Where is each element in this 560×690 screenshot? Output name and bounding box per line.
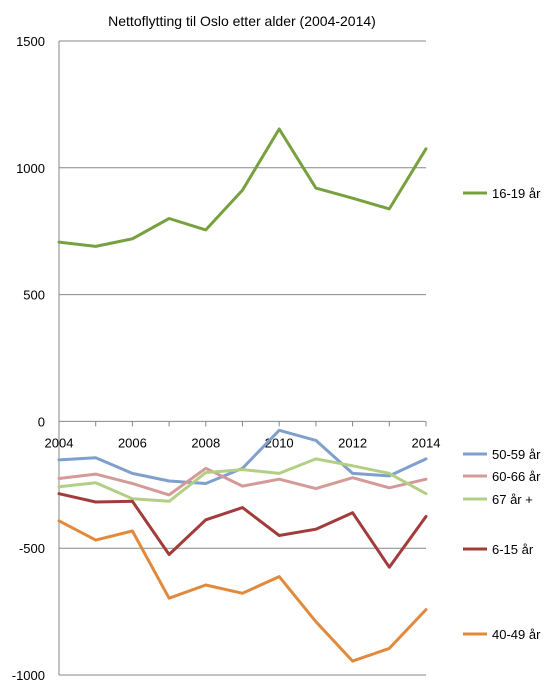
legend-label: 6-15 år — [492, 542, 534, 557]
legend-label: 67 år + — [492, 492, 533, 507]
y-tick-label: 1000 — [16, 161, 45, 176]
y-tick-label: 1500 — [16, 34, 45, 49]
series-line — [57, 519, 428, 663]
legend-label: 50-59 år — [492, 447, 541, 462]
y-tick-label: 0 — [38, 414, 45, 429]
legend: 16-19 år 50-59 år 60-66 år 67 år + 6-15 år 40… — [463, 186, 541, 642]
series-line — [57, 127, 428, 248]
x-tick-label: 2014 — [412, 435, 441, 450]
y-tick-label: -1000 — [12, 668, 45, 683]
series-lines — [57, 127, 428, 663]
legend-label: 40-49 år — [492, 627, 541, 642]
gridlines — [59, 40, 426, 676]
legend-label: 60-66 år — [492, 469, 541, 484]
series-line — [57, 466, 428, 497]
series-line — [57, 428, 428, 485]
series-line — [57, 492, 428, 569]
x-tick-label: 2008 — [191, 435, 220, 450]
y-tick-label: -500 — [19, 541, 45, 556]
series-line — [57, 457, 428, 503]
y-tick-label: 500 — [23, 288, 45, 303]
chart-title: Nettoflytting til Oslo etter alder (2004… — [108, 13, 376, 29]
x-tick-label: 2004 — [45, 435, 74, 450]
x-tick-label: 2012 — [338, 435, 367, 450]
legend-label: 16-19 år — [492, 186, 541, 201]
x-tick-label: 2006 — [118, 435, 147, 450]
